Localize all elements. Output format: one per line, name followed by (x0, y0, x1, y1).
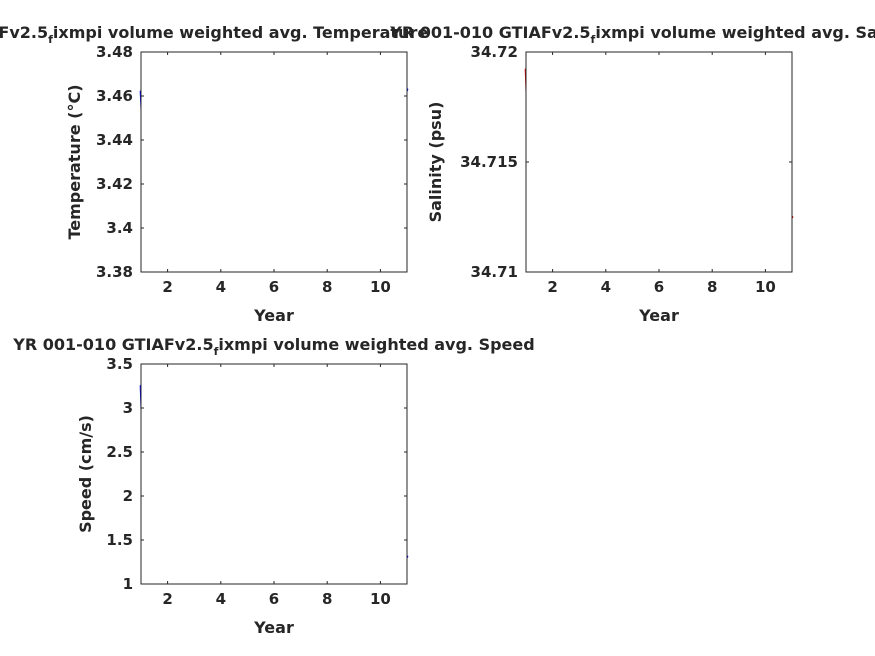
speed-y-axis-label: Speed (cm/s) (76, 415, 95, 533)
temp-x-tick-label: 4 (216, 278, 226, 296)
speed-y-tick-label: 3.5 (106, 355, 133, 373)
temperature-title: YR 001-010 GTIAFv2.5fixmpi volume weight… (0, 23, 428, 46)
salt-x-tick-label: 8 (707, 278, 717, 296)
temp-x-tick-label: 10 (370, 278, 391, 296)
temp-x-tick-label: 6 (269, 278, 279, 296)
speed-y-tick-label: 1 (123, 575, 133, 593)
salt-x-tick-label: 4 (601, 278, 611, 296)
temp-axes-frame (140, 51, 408, 273)
speed-title: YR 001-010 GTIAFv2.5fixmpi volume weight… (12, 335, 534, 358)
salt-x-tick-label: 6 (654, 278, 664, 296)
temp-y-tick-label: 3.48 (96, 43, 133, 61)
salt-axes-frame (525, 51, 793, 273)
temp-y-tick-label: 3.38 (96, 263, 133, 281)
temp-y-tick-label: 3.46 (96, 87, 133, 105)
salinity-title: YR 001-010 GTIAFv2.5fixmpi volume weight… (389, 23, 875, 46)
speed-x-tick-label: 6 (269, 590, 279, 608)
speed-y-tick-label: 3 (123, 399, 133, 417)
speed-axes-frame (140, 363, 408, 585)
salt-y-tick-label: 34.72 (471, 43, 518, 61)
temp-y-tick-label: 3.44 (96, 131, 133, 149)
temperature-panel: Year Temperature (°C) 2 4 6 8 10 3.38 3.4 3.42 3… (65, 43, 409, 325)
speed-x-tick-label: 2 (162, 590, 172, 608)
speed-y-tick-label: 2 (123, 487, 133, 505)
salinity-y-axis-label: Salinity (psu) (426, 102, 445, 223)
speed-y-tick-label: 2.5 (106, 443, 133, 461)
speed-x-axis-label: Year (253, 618, 294, 637)
speed-x-tick-label: 10 (370, 590, 391, 608)
temp-y-tick-label: 3.4 (106, 219, 133, 237)
speed-y-tick-label: 1.5 (106, 531, 133, 549)
speed-x-tick-label: 8 (322, 590, 332, 608)
temp-y-tick-label: 3.42 (96, 175, 133, 193)
salinity-x-axis-label: Year (638, 306, 679, 325)
speed-x-tick-label: 4 (216, 590, 226, 608)
speed-panel: Year Speed (cm/s) 2 4 6 8 10 1 1.5 2 2.5 3 3.5 (76, 355, 409, 637)
salt-x-tick-label: 2 (547, 278, 557, 296)
temp-x-tick-label: 2 (162, 278, 172, 296)
salinity-panel: Year Salinity (psu) 2 4 6 8 10 34.71 34.715 34.… (426, 43, 794, 325)
temp-x-tick-label: 8 (322, 278, 332, 296)
temperature-x-axis-label: Year (253, 306, 294, 325)
temperature-y-axis-label: Temperature (°C) (65, 84, 84, 239)
salt-y-tick-label: 34.715 (460, 153, 518, 171)
salt-x-tick-label: 10 (755, 278, 776, 296)
salt-y-tick-label: 34.71 (471, 263, 518, 281)
